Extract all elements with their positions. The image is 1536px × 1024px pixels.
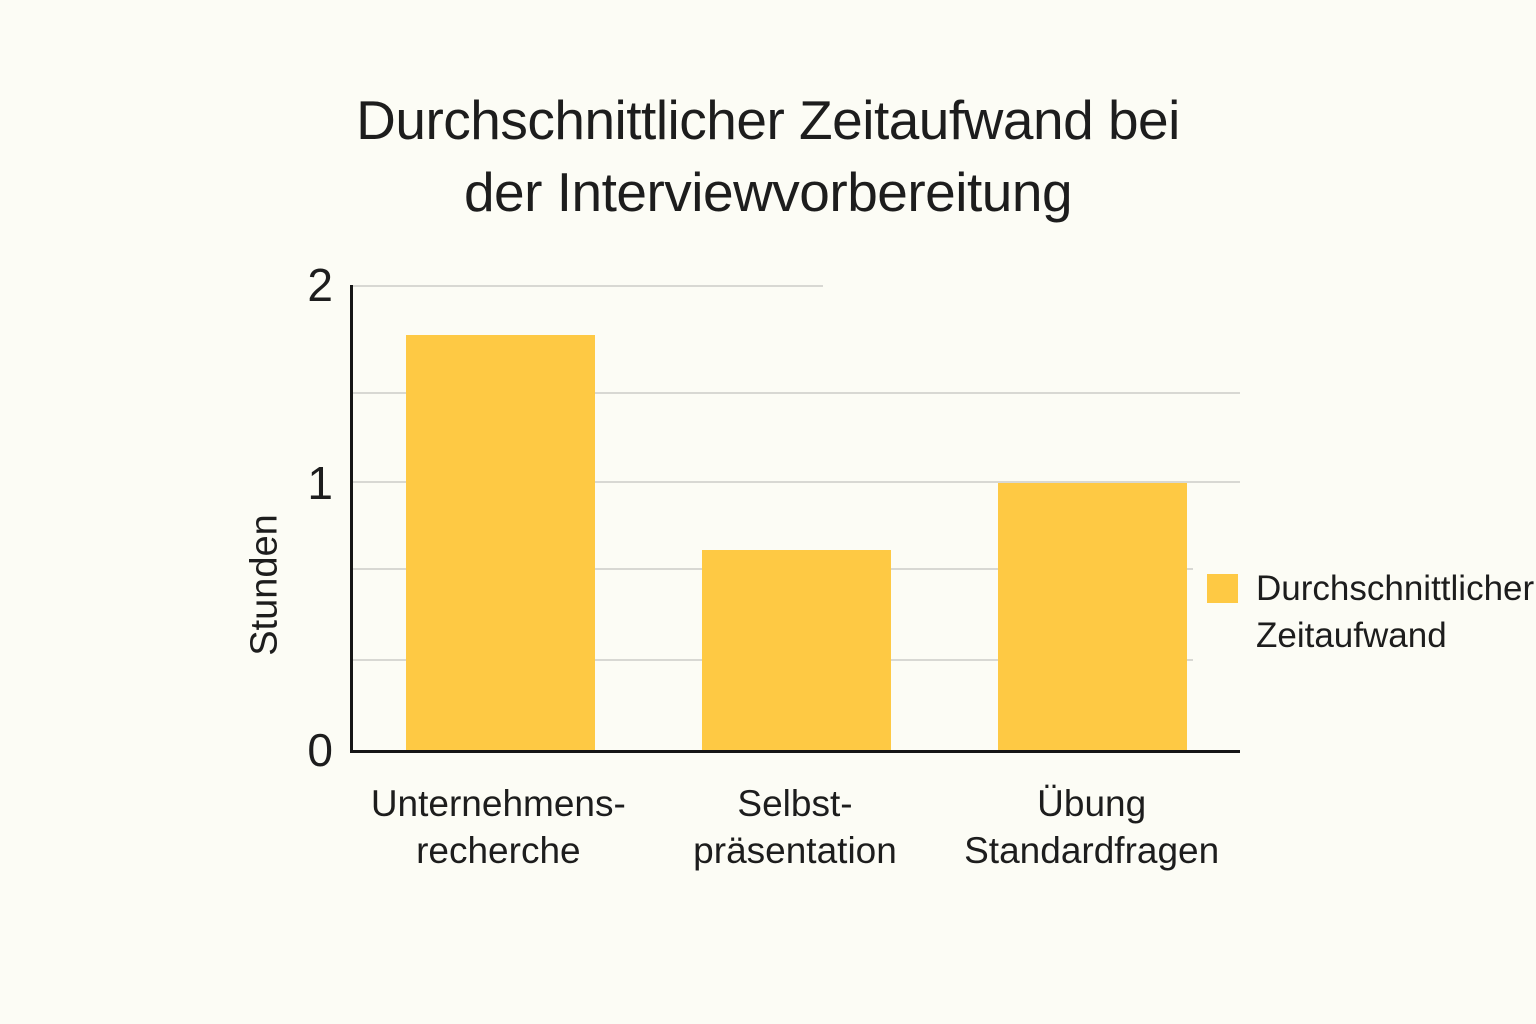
bars	[353, 285, 1240, 750]
bar-unternehmensrecherche	[406, 334, 596, 750]
chart-title-line-1: Durchschnittlicher Zeitaufwand bei	[356, 89, 1180, 151]
plot-area: 0 1 2 Durchschnittlicher Zeitaufwand	[307, 262, 1536, 773]
legend-label-line-1: Durchschnittlicher	[1256, 569, 1535, 608]
gridline	[353, 481, 1240, 484]
legend-label-line-2: Zeitaufwand	[1256, 616, 1447, 655]
x-tick-label: Übung Standardfragen	[964, 783, 1220, 871]
x-axis-labels: Unternehmens-recherche Selbst-präsentatio…	[350, 780, 1240, 874]
x-tick-label: Unternehmens-recherche	[370, 783, 626, 871]
legend-label: Durchschnittlicher Zeitaufwand	[1256, 565, 1534, 659]
legend: Durchschnittlicher Zeitaufwand	[1193, 561, 1536, 663]
y-tick-label: 2	[307, 259, 333, 311]
y-tick-label: 0	[307, 724, 333, 776]
y-axis-title: Stunden	[243, 514, 286, 656]
bar-slot	[944, 285, 1240, 750]
x-tick-label: Selbst-präsentation	[693, 783, 897, 871]
bar-übung-standardfragen	[997, 483, 1187, 750]
bar-slot	[353, 285, 649, 750]
bar-slot	[649, 285, 945, 750]
legend-swatch	[1207, 574, 1238, 603]
gridline	[353, 285, 824, 287]
gridline	[353, 391, 1240, 394]
bar-selbstpräsentation	[701, 549, 892, 750]
y-tick-label: 1	[307, 457, 333, 510]
chart-title: Durchschnittlicher Zeitaufwand bei der I…	[0, 84, 1536, 228]
chart-title-line-2: der Interviewvorbereitung	[463, 161, 1073, 223]
